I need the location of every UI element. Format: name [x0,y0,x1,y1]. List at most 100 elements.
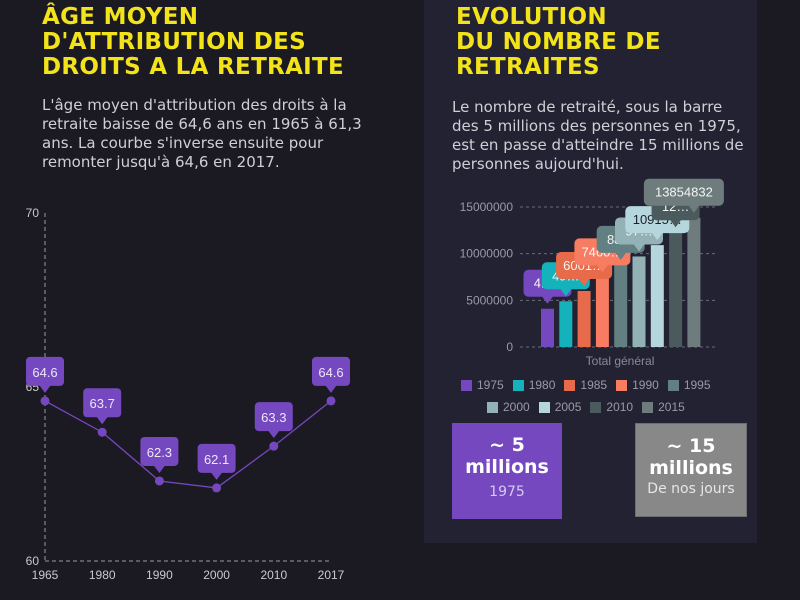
legend-item-2015[interactable]: 2015 [642,400,685,414]
y-tick-label: 15000000 [460,200,514,214]
legend-swatch [564,379,576,391]
y-tick-label: 60 [26,554,40,568]
legend-swatch [538,401,550,413]
bar-label-bubble [643,178,724,206]
legend-row-1: 1975 1980 1985 1990 1995 [461,378,720,394]
legend-swatch [616,379,628,391]
bar-label-pointer [541,295,554,304]
legend-swatch [590,401,602,413]
stat-card-1975: ~ 5 millions 1975 [452,423,562,519]
legend-row-2: 2000 2005 2010 2015 [487,400,694,416]
stat-value: ~ 15 [666,435,716,457]
data-label: 63.7 [90,396,115,411]
x-tick-label: 1980 [89,568,116,582]
data-label: 63.3 [261,410,286,425]
legend-label: 1985 [580,378,608,392]
legend-swatch [461,379,472,391]
bar-1985 [577,290,591,347]
data-label-bubble [83,388,122,418]
data-label-bubble [254,402,293,432]
legend-label: 2015 [658,400,685,414]
data-label-bubble [26,356,64,386]
data-label-pointer [39,384,51,393]
right-title-line: RETRAITES [456,54,600,80]
stat-caption: De nos jours [647,481,735,497]
stat-value: ~ 5 [489,434,525,456]
data-label-bubble [312,356,350,386]
left-description: L'âge moyen d'attribution des droits à l… [42,96,362,171]
bar-1975 [541,308,554,347]
bar-2000 [632,256,646,347]
right-description: Le nombre de retraité, sous la barre des… [452,98,744,173]
legend-item-2010[interactable]: 2010 [590,400,633,414]
left-title-line: ÂGE MOYEN [42,4,199,30]
x-category-label: Total général [586,354,655,368]
bar-label-pointer [633,243,645,252]
bar-1990 [595,277,609,347]
legend-label: 2000 [503,400,530,414]
data-label-pointer [267,430,280,439]
legend-label: 1975 [477,378,504,392]
right-title-line: DU NOMBRE DE [456,29,661,55]
x-tick-label: 1990 [146,568,173,582]
series-line [44,400,332,489]
legend-label: 2005 [554,400,582,414]
stat-unit: millions [465,456,549,478]
left-title-line: D'ATTRIBUTION DES [42,29,307,55]
legend-item-1975[interactable]: 1975 [461,378,504,392]
legend-label: 2010 [606,400,634,414]
y-tick-label: 10000000 [460,247,514,261]
bar-label-pointer [614,251,627,260]
bar-label-pointer [651,232,664,241]
data-label-bubble [140,436,179,466]
bar-2015 [687,217,701,347]
data-label: 64.6 [318,365,343,380]
data-point [212,483,222,493]
bar-1980 [559,301,573,347]
bar-label-pointer [559,288,572,297]
bar-2005 [650,245,664,347]
legend-item-2000[interactable]: 2000 [487,400,530,414]
bar-label-pointer [596,264,609,273]
stat-caption: 1975 [489,484,525,500]
bar-label-pointer [687,204,700,213]
legend-label: 1980 [528,378,556,392]
left-title: ÂGE MOYEN D'ATTRIBUTION DES DROITS A LA … [42,5,382,80]
data-label-pointer [153,464,166,473]
left-title-line: DROITS A LA RETRAITE [42,54,345,80]
data-label: 62.1 [204,452,229,467]
stat-card-today: ~ 15 millions De nos jours [635,423,747,517]
x-tick-label: 2000 [203,568,230,582]
data-point [154,476,164,486]
legend-swatch [512,379,524,391]
data-point [269,441,279,451]
legend-item-1990[interactable]: 1990 [616,378,659,392]
bar-label-pointer [578,277,591,286]
legend-item-2005[interactable]: 2005 [538,400,582,414]
data-point [97,427,107,437]
right-title-line: EVOLUTION [456,4,607,30]
bar-label-pointer [669,219,682,228]
legend-label: 1995 [683,378,711,392]
x-tick-label: 2010 [260,568,287,582]
legend-label: 1990 [632,378,659,392]
legend-swatch [487,401,498,413]
y-tick-label: 0 [506,340,513,354]
bar-2010 [669,232,683,347]
legend-swatch [642,401,654,413]
legend-item-1985[interactable]: 1985 [564,378,607,392]
data-point [40,396,50,406]
data-label-pointer [96,416,109,425]
y-tick-label: 5000000 [466,293,513,307]
right-title: EVOLUTION DU NOMBRE DE RETRAITES [456,5,756,80]
data-label-pointer [210,471,223,480]
legend-item-1995[interactable]: 1995 [667,378,711,392]
x-tick-label: 2017 [318,568,345,582]
data-label-bubble [197,443,236,473]
legend-item-1980[interactable]: 1980 [512,378,556,392]
bar-1995 [614,264,628,347]
x-tick-label: 1965 [32,568,59,582]
y-tick-label: 70 [26,206,40,220]
